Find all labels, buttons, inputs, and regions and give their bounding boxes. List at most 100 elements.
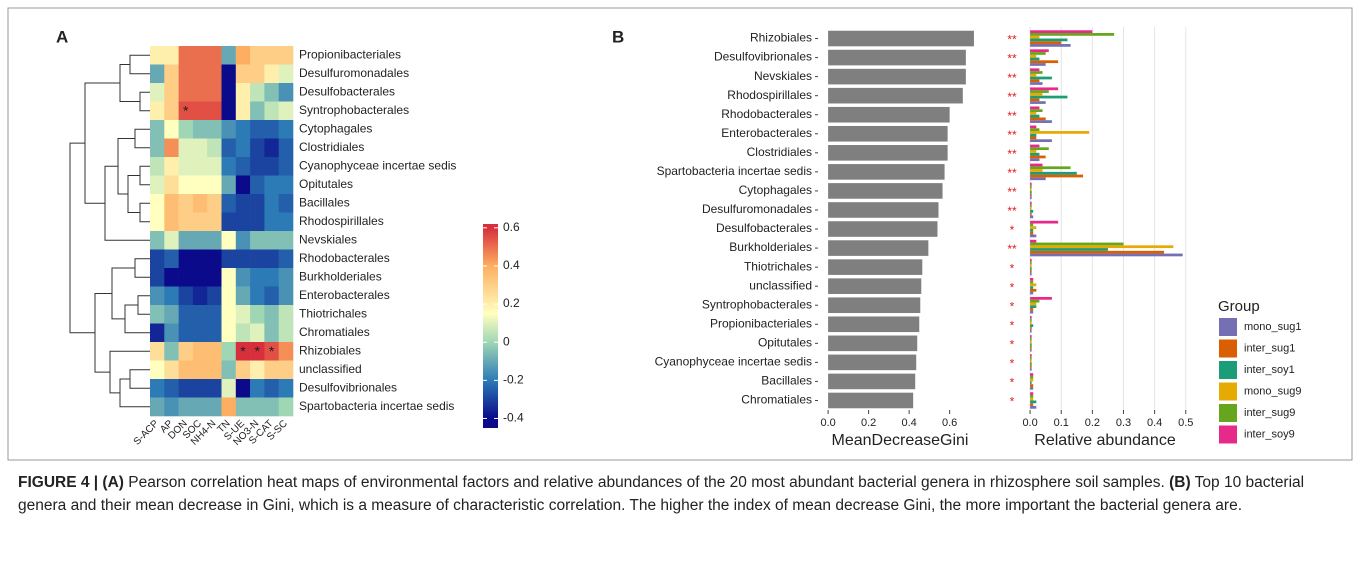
bar <box>1030 33 1115 36</box>
significance-label: ** <box>1007 128 1017 142</box>
row-label: Desulfuromonadales <box>299 66 409 80</box>
colorbar-label: -0.2 <box>503 373 524 387</box>
heatmap-cell <box>264 64 279 84</box>
figure: A B MeanDecreaseGini Relative abundance … <box>7 7 1353 461</box>
bar <box>1030 139 1052 143</box>
heatmap-cell <box>150 268 165 287</box>
heatmap-cell <box>192 397 208 417</box>
heatmap-cell <box>178 231 194 250</box>
heatmap-cell <box>192 64 208 84</box>
heatmap-cell <box>235 120 251 139</box>
bar <box>1030 193 1032 197</box>
significance-label: * <box>1010 280 1015 294</box>
bar <box>1030 212 1032 216</box>
bar <box>1030 302 1037 306</box>
heatmap-cell <box>278 379 294 398</box>
bar <box>1030 147 1049 151</box>
bar <box>1030 215 1034 219</box>
heatmap-cell <box>235 64 251 84</box>
heatmap-cell <box>207 83 222 102</box>
heatmap-cell <box>278 64 294 84</box>
heatmap-cell <box>278 342 294 361</box>
heatmap-cell <box>250 286 265 306</box>
bar <box>1030 131 1090 134</box>
significance-label: * <box>1010 376 1015 390</box>
heatmap-cell <box>250 397 265 417</box>
bar <box>1030 169 1043 172</box>
bar <box>1030 30 1093 34</box>
x-tick-label: 0.2 <box>861 417 876 429</box>
significance-label: ** <box>1007 71 1017 85</box>
bar <box>1030 384 1034 387</box>
heatmap-cell <box>164 249 179 269</box>
heatmap-cell <box>278 83 294 102</box>
legend-swatch <box>1219 425 1237 444</box>
bar <box>1030 128 1040 132</box>
x-tick-label: 0.0 <box>1022 417 1037 429</box>
bar <box>828 106 950 123</box>
bar <box>1030 296 1052 300</box>
heatmap-cell <box>178 157 194 176</box>
heatmap-cell <box>150 249 165 269</box>
heatmap-cell <box>192 46 208 65</box>
heatmap-cell <box>192 231 208 250</box>
bar <box>1030 310 1034 314</box>
heatmap-cell <box>264 268 279 287</box>
heatmap-cell <box>207 360 222 380</box>
y-tick-label: Rhodospirillales <box>727 88 812 102</box>
bar <box>1030 174 1084 178</box>
row-label: Chromatiales <box>299 325 370 339</box>
bar <box>1030 54 1037 58</box>
heatmap-cell <box>278 268 294 287</box>
heatmap-cell <box>192 138 208 158</box>
heatmap-cell <box>235 157 251 176</box>
bar <box>1030 239 1037 243</box>
heatmap-cell <box>235 212 251 232</box>
heatmap-cell <box>178 397 194 417</box>
row-label: Rhodobacterales <box>299 251 390 265</box>
bar <box>828 240 929 256</box>
heatmap-cell <box>278 138 294 158</box>
heatmap-cell <box>192 212 208 232</box>
heatmap-cell <box>192 175 208 195</box>
bar <box>1030 38 1068 42</box>
heatmap-cell <box>164 157 179 176</box>
heatmap-cell <box>164 101 179 121</box>
heatmap-cell <box>164 231 179 250</box>
heatmap-cell <box>221 342 237 361</box>
legend-swatch <box>1219 382 1237 401</box>
y-tick-label: Propionibacteriales <box>710 316 812 330</box>
heatmap-cell <box>178 360 194 380</box>
heatmap-cell <box>235 249 251 269</box>
heatmap-cell <box>207 286 222 306</box>
legend-label: mono_sug1 <box>1244 321 1302 333</box>
heatmap-cell <box>150 157 165 176</box>
bar <box>1030 280 1034 284</box>
heatmap-cell <box>250 305 265 324</box>
bar <box>1030 321 1032 325</box>
heatmap-cell <box>150 138 165 158</box>
bar <box>1030 272 1032 276</box>
bar <box>1030 316 1032 319</box>
bar <box>1030 144 1040 148</box>
bar <box>1030 343 1032 347</box>
caption: FIGURE 4 | (A) Pearson correlation heat … <box>18 472 1338 517</box>
heatmap-cell <box>192 323 208 343</box>
bar <box>1030 277 1034 281</box>
heatmap-cell <box>164 379 179 398</box>
heatmap-cell <box>221 64 237 84</box>
heatmap-cell <box>235 360 251 380</box>
heatmap-cell <box>207 249 222 269</box>
heatmap-cell <box>178 249 194 269</box>
significance-label: ** <box>1007 204 1017 218</box>
heatmap-cell <box>250 64 265 84</box>
row-label: Rhizobiales <box>299 343 361 357</box>
row-label: Spartobacteria incertae sedis <box>299 399 454 413</box>
x-axis-label: MeanDecreaseGini <box>832 432 969 449</box>
bar <box>1030 98 1040 102</box>
bar <box>1030 392 1034 395</box>
bar <box>1030 318 1032 322</box>
heatmap-cell <box>250 138 265 158</box>
bar <box>1030 329 1032 333</box>
heatmap-cell <box>192 101 208 121</box>
